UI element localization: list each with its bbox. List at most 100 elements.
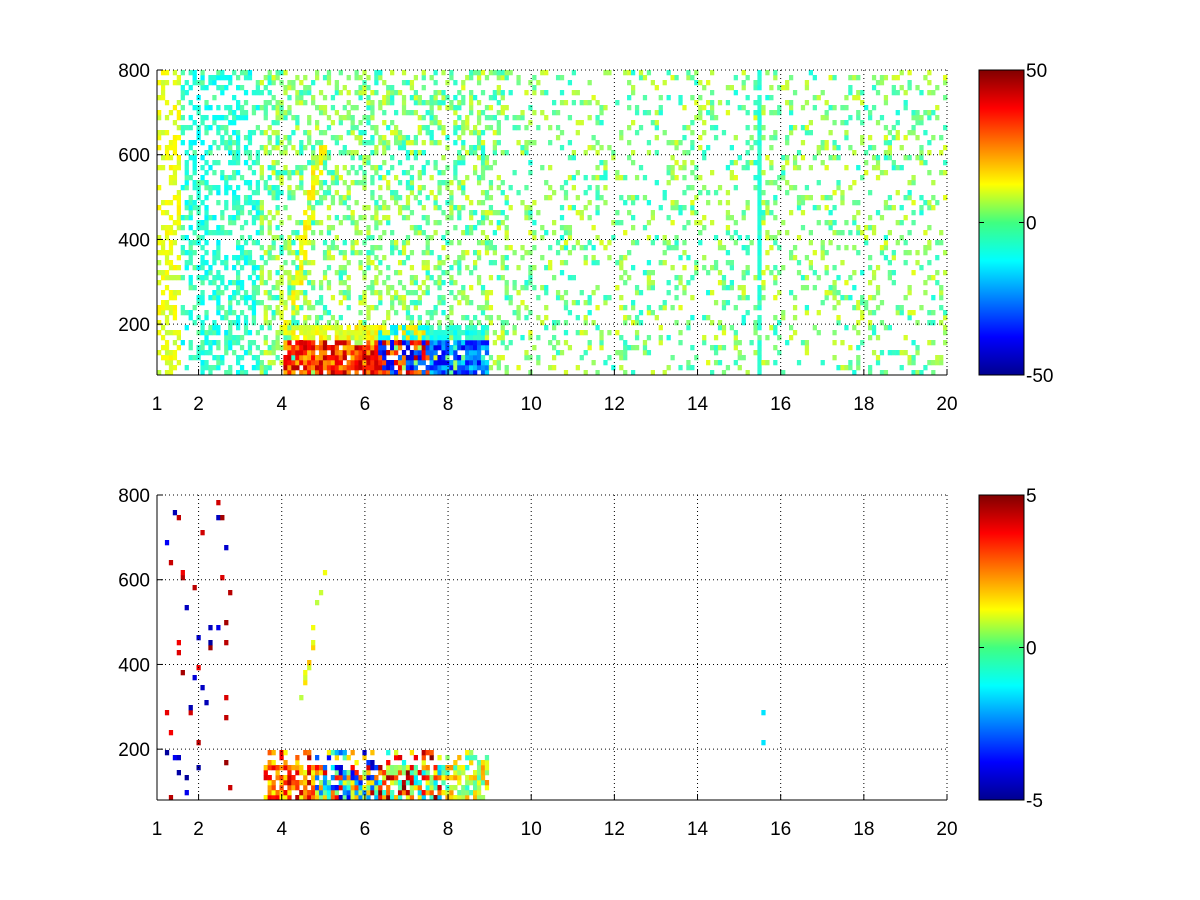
heatmap-cell bbox=[188, 245, 193, 251]
heatmap-cell bbox=[228, 140, 233, 146]
heatmap-cell bbox=[469, 145, 474, 151]
heatmap-cell bbox=[753, 185, 758, 191]
heatmap-cell bbox=[200, 290, 205, 296]
heatmap-cell bbox=[362, 790, 367, 796]
heatmap-cell bbox=[769, 245, 774, 251]
heatmap-cell bbox=[686, 280, 691, 286]
heatmap-cell bbox=[457, 780, 462, 786]
heatmap-cell bbox=[259, 350, 264, 356]
heatmap-cell bbox=[453, 80, 458, 86]
heatmap-cell bbox=[425, 195, 430, 201]
heatmap-cell bbox=[690, 210, 695, 216]
heatmap-cell bbox=[228, 135, 233, 141]
heatmap-cell bbox=[449, 280, 454, 286]
heatmap-cell bbox=[745, 370, 750, 376]
heatmap-cell bbox=[346, 285, 351, 291]
heatmap-cell bbox=[322, 335, 328, 341]
heatmap-cell bbox=[473, 95, 478, 101]
heatmap-cell bbox=[638, 125, 644, 131]
heatmap-cell bbox=[789, 105, 794, 111]
heatmap-cell bbox=[200, 245, 205, 251]
heatmap-cell bbox=[461, 795, 466, 801]
heatmap-cell bbox=[394, 795, 399, 801]
heatmap-cell bbox=[196, 265, 201, 271]
heatmap-cell bbox=[366, 310, 371, 316]
heatmap-cell bbox=[263, 365, 268, 371]
heatmap-cell bbox=[690, 185, 695, 191]
heatmap-cell bbox=[275, 185, 280, 191]
heatmap-cell bbox=[303, 335, 308, 341]
heatmap-cell bbox=[232, 205, 237, 211]
heatmap-cell bbox=[563, 300, 569, 306]
heatmap-cell bbox=[706, 100, 711, 106]
heatmap-cell bbox=[204, 315, 209, 321]
heatmap-cell bbox=[662, 235, 667, 241]
heatmap-cell bbox=[769, 180, 774, 186]
heatmap-cell bbox=[409, 325, 415, 331]
heatmap-cell bbox=[520, 115, 525, 121]
heatmap-cell bbox=[374, 330, 379, 336]
heatmap-cell bbox=[461, 160, 466, 166]
heatmap-cell bbox=[318, 230, 324, 236]
heatmap-cell bbox=[484, 75, 490, 81]
heatmap-cell bbox=[492, 260, 497, 266]
heatmap-cell bbox=[322, 330, 328, 336]
heatmap-cell bbox=[417, 115, 422, 121]
heatmap-cells bbox=[164, 500, 766, 801]
heatmap-cell bbox=[188, 205, 193, 211]
heatmap-cell bbox=[887, 325, 892, 331]
heatmap-cell bbox=[220, 305, 225, 311]
heatmap-cell bbox=[382, 320, 387, 326]
heatmap-cell bbox=[271, 235, 276, 241]
heatmap-cell bbox=[334, 350, 339, 356]
heatmap-cell bbox=[800, 105, 806, 111]
heatmap-cell bbox=[666, 70, 671, 76]
heatmap-cell bbox=[915, 250, 920, 256]
heatmap-cell bbox=[188, 355, 193, 361]
heatmap-cell bbox=[453, 355, 458, 361]
heatmap-cell bbox=[243, 315, 249, 321]
heatmap-cell bbox=[816, 150, 821, 156]
heatmap-cell bbox=[350, 240, 355, 246]
heatmap-cell bbox=[559, 215, 565, 221]
heatmap-cell bbox=[931, 320, 936, 326]
heatmap-cell bbox=[172, 305, 178, 311]
heatmap-cell bbox=[311, 335, 316, 341]
heatmap-cell bbox=[370, 355, 375, 361]
heatmap-cell bbox=[342, 270, 347, 276]
heatmap-cell bbox=[757, 210, 762, 216]
heatmap-cell bbox=[508, 70, 513, 76]
heatmap-cell bbox=[247, 345, 253, 351]
heatmap-cell bbox=[307, 335, 312, 341]
heatmap-cell bbox=[291, 195, 296, 201]
heatmap-cell bbox=[508, 340, 513, 346]
heatmap-cell bbox=[378, 325, 383, 331]
heatmap-cell bbox=[409, 140, 415, 146]
heatmap-cell bbox=[243, 115, 249, 121]
heatmap-cell bbox=[243, 110, 249, 116]
heatmap-cell bbox=[789, 290, 794, 296]
heatmap-cell bbox=[346, 345, 351, 351]
heatmap-cell bbox=[382, 370, 387, 376]
heatmap-cell bbox=[164, 340, 170, 346]
heatmap-cell bbox=[184, 260, 189, 266]
heatmap-cell bbox=[275, 175, 280, 181]
heatmap-cell bbox=[694, 70, 699, 76]
heatmap-cell bbox=[283, 205, 288, 211]
heatmap-cell bbox=[370, 305, 375, 311]
heatmap-cell bbox=[390, 240, 395, 246]
heatmap-cell bbox=[164, 150, 170, 156]
heatmap-cell bbox=[168, 200, 174, 206]
heatmap-cell bbox=[200, 365, 205, 371]
heatmap-cell bbox=[769, 85, 774, 91]
heatmap-cell bbox=[413, 300, 418, 306]
heatmap-cell bbox=[255, 90, 260, 96]
heatmap-cell bbox=[394, 780, 399, 786]
heatmap-cell bbox=[196, 315, 201, 321]
heatmap-cell bbox=[172, 140, 178, 146]
heatmap-cell bbox=[216, 515, 221, 521]
heatmap-cell bbox=[686, 70, 691, 76]
heatmap-cell bbox=[283, 355, 288, 361]
heatmap-cell bbox=[800, 275, 806, 281]
heatmap-cell bbox=[935, 105, 940, 111]
